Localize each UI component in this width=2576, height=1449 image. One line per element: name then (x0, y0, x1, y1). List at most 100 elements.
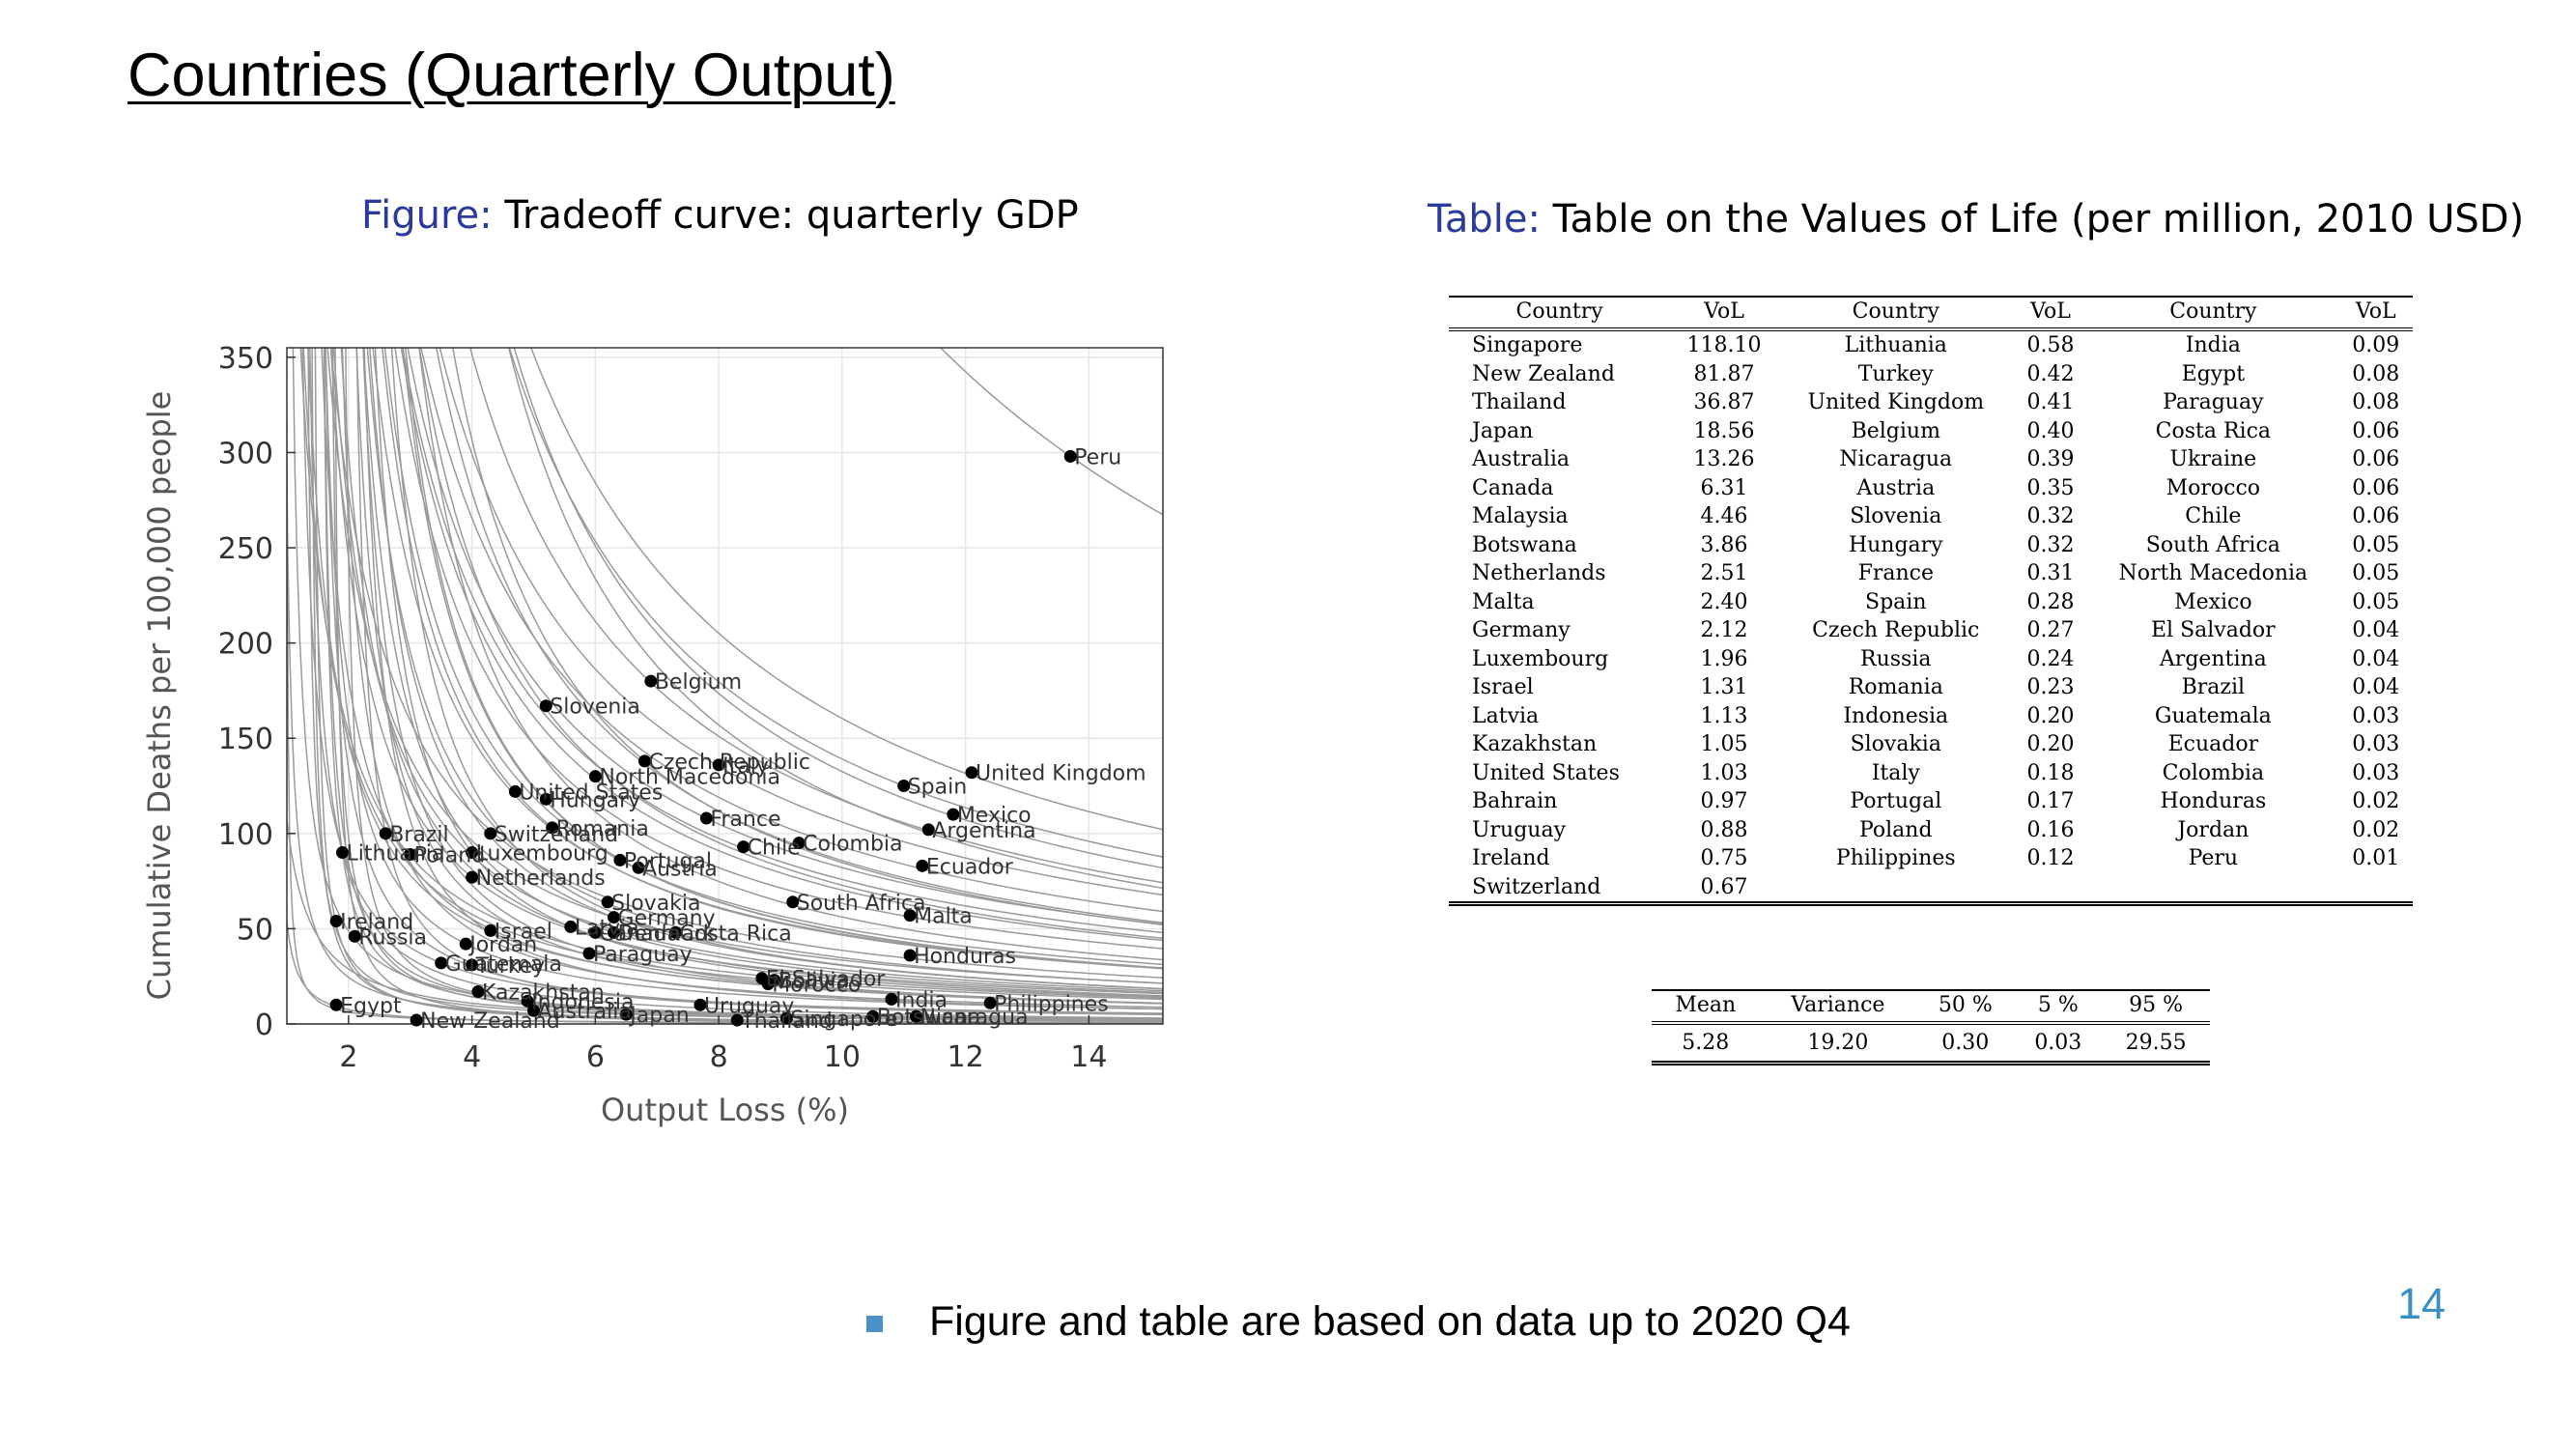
data-point (637, 754, 651, 768)
country-cell: India (2185, 333, 2241, 357)
country-cell (2087, 873, 2338, 904)
vol-value-cell: 0.08 (2352, 390, 2400, 414)
data-point (916, 859, 929, 872)
table-caption-text: Table on the Values of Life (per million… (1552, 197, 2525, 242)
country-cell: Israel (1472, 675, 1534, 699)
y-tick-label: 300 (218, 437, 273, 470)
tradeoff-curve (329, 348, 1163, 979)
country-cell: Thailand (1472, 390, 1567, 414)
point-label: Thailand (740, 1009, 832, 1034)
tradeoff-curve (325, 348, 1163, 1015)
table-row: Malaysia 4.46 Slovenia 0.32 Chile 0.06 (1449, 502, 2413, 531)
country-cell: Honduras (2160, 789, 2267, 813)
data-point (526, 1004, 540, 1017)
data-point (588, 770, 602, 783)
point-label: Nicaragua (920, 1006, 1029, 1030)
vol-value-cell: 0.20 (2026, 732, 2075, 756)
data-point (582, 947, 596, 960)
country-cell: United Kingdom (1807, 390, 1985, 414)
tradeoff-curve (326, 348, 1163, 984)
point-label: Philippines (994, 992, 1109, 1016)
country-cell: Italy (1871, 760, 1920, 785)
point-label: Austria (642, 857, 718, 881)
vol-value-cell: 0.32 (2026, 504, 2075, 528)
data-point (564, 920, 578, 933)
data-point (521, 994, 534, 1008)
point-label: Spain (908, 776, 967, 800)
point-label: Australia (537, 1000, 631, 1024)
vol-value-cell: 0.06 (2352, 475, 2400, 500)
stats-header-cell: 50 % (1916, 990, 2015, 1025)
point-label: Turkey (475, 954, 546, 979)
vol-value-cell: 0.58 (2026, 333, 2075, 357)
data-point (539, 699, 552, 713)
x-tick-label: 10 (824, 1040, 861, 1074)
tradeoff-curve (394, 348, 1163, 950)
data-point (601, 895, 614, 909)
point-label: Israel (495, 920, 552, 944)
data-point (779, 1011, 793, 1025)
data-point (644, 674, 658, 688)
vol-value-cell: 0.17 (2026, 789, 2075, 813)
country-cell: Malaysia (1472, 504, 1569, 528)
country-cell: Spain (1865, 589, 1927, 614)
vol-value-cell: 0.04 (2352, 618, 2400, 642)
country-cell: France (1857, 561, 1934, 585)
bullet-marker (866, 1316, 883, 1332)
stats-value-cell: 0.30 (1941, 1031, 1990, 1055)
x-tick-label: 4 (463, 1040, 481, 1074)
data-point (786, 895, 800, 909)
vol-value-cell: 0.27 (2026, 618, 2075, 642)
point-label: Paraguay (593, 943, 693, 967)
table-row: New Zealand 81.87 Turkey 0.42 Egypt 0.08 (1449, 360, 2413, 389)
point-label: Luxembourg (476, 842, 609, 867)
tradeoff-curve (332, 348, 1163, 992)
vol-value-cell (2339, 873, 2414, 904)
data-point (608, 925, 621, 939)
vol-value-cell: 6.31 (1700, 475, 1748, 500)
point-label: Slovenia (550, 696, 640, 720)
vol-value-cell: 2.12 (1700, 618, 1748, 642)
point-label: Argentina (932, 819, 1035, 843)
country-cell: South Africa (2145, 532, 2280, 557)
y-tick-label: 150 (218, 723, 273, 756)
data-point (921, 823, 935, 837)
table-caption: Table: Table on the Values of Life (per … (1428, 197, 2524, 242)
point-label: United Kingdom (976, 762, 1146, 786)
vol-header-cell: Country (2087, 297, 2339, 331)
country-cell: Portugal (1850, 789, 1942, 813)
point-label: Japan (628, 1004, 689, 1028)
vol-value-cell: 0.35 (2026, 475, 2075, 500)
stats-header-cell: Mean (1652, 990, 1760, 1025)
table-row: Japan 18.56 Belgium 0.40 Costa Rica 0.06 (1449, 417, 2413, 446)
tradeoff-curve (420, 348, 1163, 913)
data-point (435, 956, 448, 970)
data-point (619, 1008, 633, 1021)
data-point (484, 827, 497, 840)
tradeoff-curve (452, 348, 1163, 926)
country-cell: Mexico (2174, 589, 2252, 614)
data-point (737, 840, 750, 854)
point-label: Russia (358, 925, 427, 950)
point-label: Morocco (772, 974, 861, 998)
data-point (730, 1013, 744, 1027)
country-cell: Chile (2185, 504, 2242, 528)
data-point (885, 992, 898, 1006)
point-label: Indonesia (531, 990, 634, 1014)
tradeoff-curve (507, 348, 1163, 890)
vol-value-cell: 0.40 (2026, 418, 2075, 443)
tradeoff-curve (309, 348, 1163, 1019)
country-cell: Slovakia (1850, 732, 1941, 756)
country-cell: Jordan (2177, 817, 2250, 842)
point-label: Denmark (618, 922, 716, 946)
vol-value-cell: 0.04 (2352, 646, 2400, 671)
stats-value-cell: 5.28 (1682, 1031, 1730, 1055)
data-point (694, 998, 707, 1011)
stats-value-cell: 29.55 (2125, 1031, 2187, 1055)
country-cell: Germany (1472, 618, 1571, 642)
y-tick-label: 100 (218, 818, 273, 852)
point-label: Czech Republic (648, 751, 810, 775)
table-row: Kazakhstan 1.05 Slovakia 0.20 Ecuador 0.03 (1449, 730, 2413, 759)
point-label: Portugal (624, 849, 712, 873)
country-cell: North Macedonia (2118, 561, 2308, 585)
